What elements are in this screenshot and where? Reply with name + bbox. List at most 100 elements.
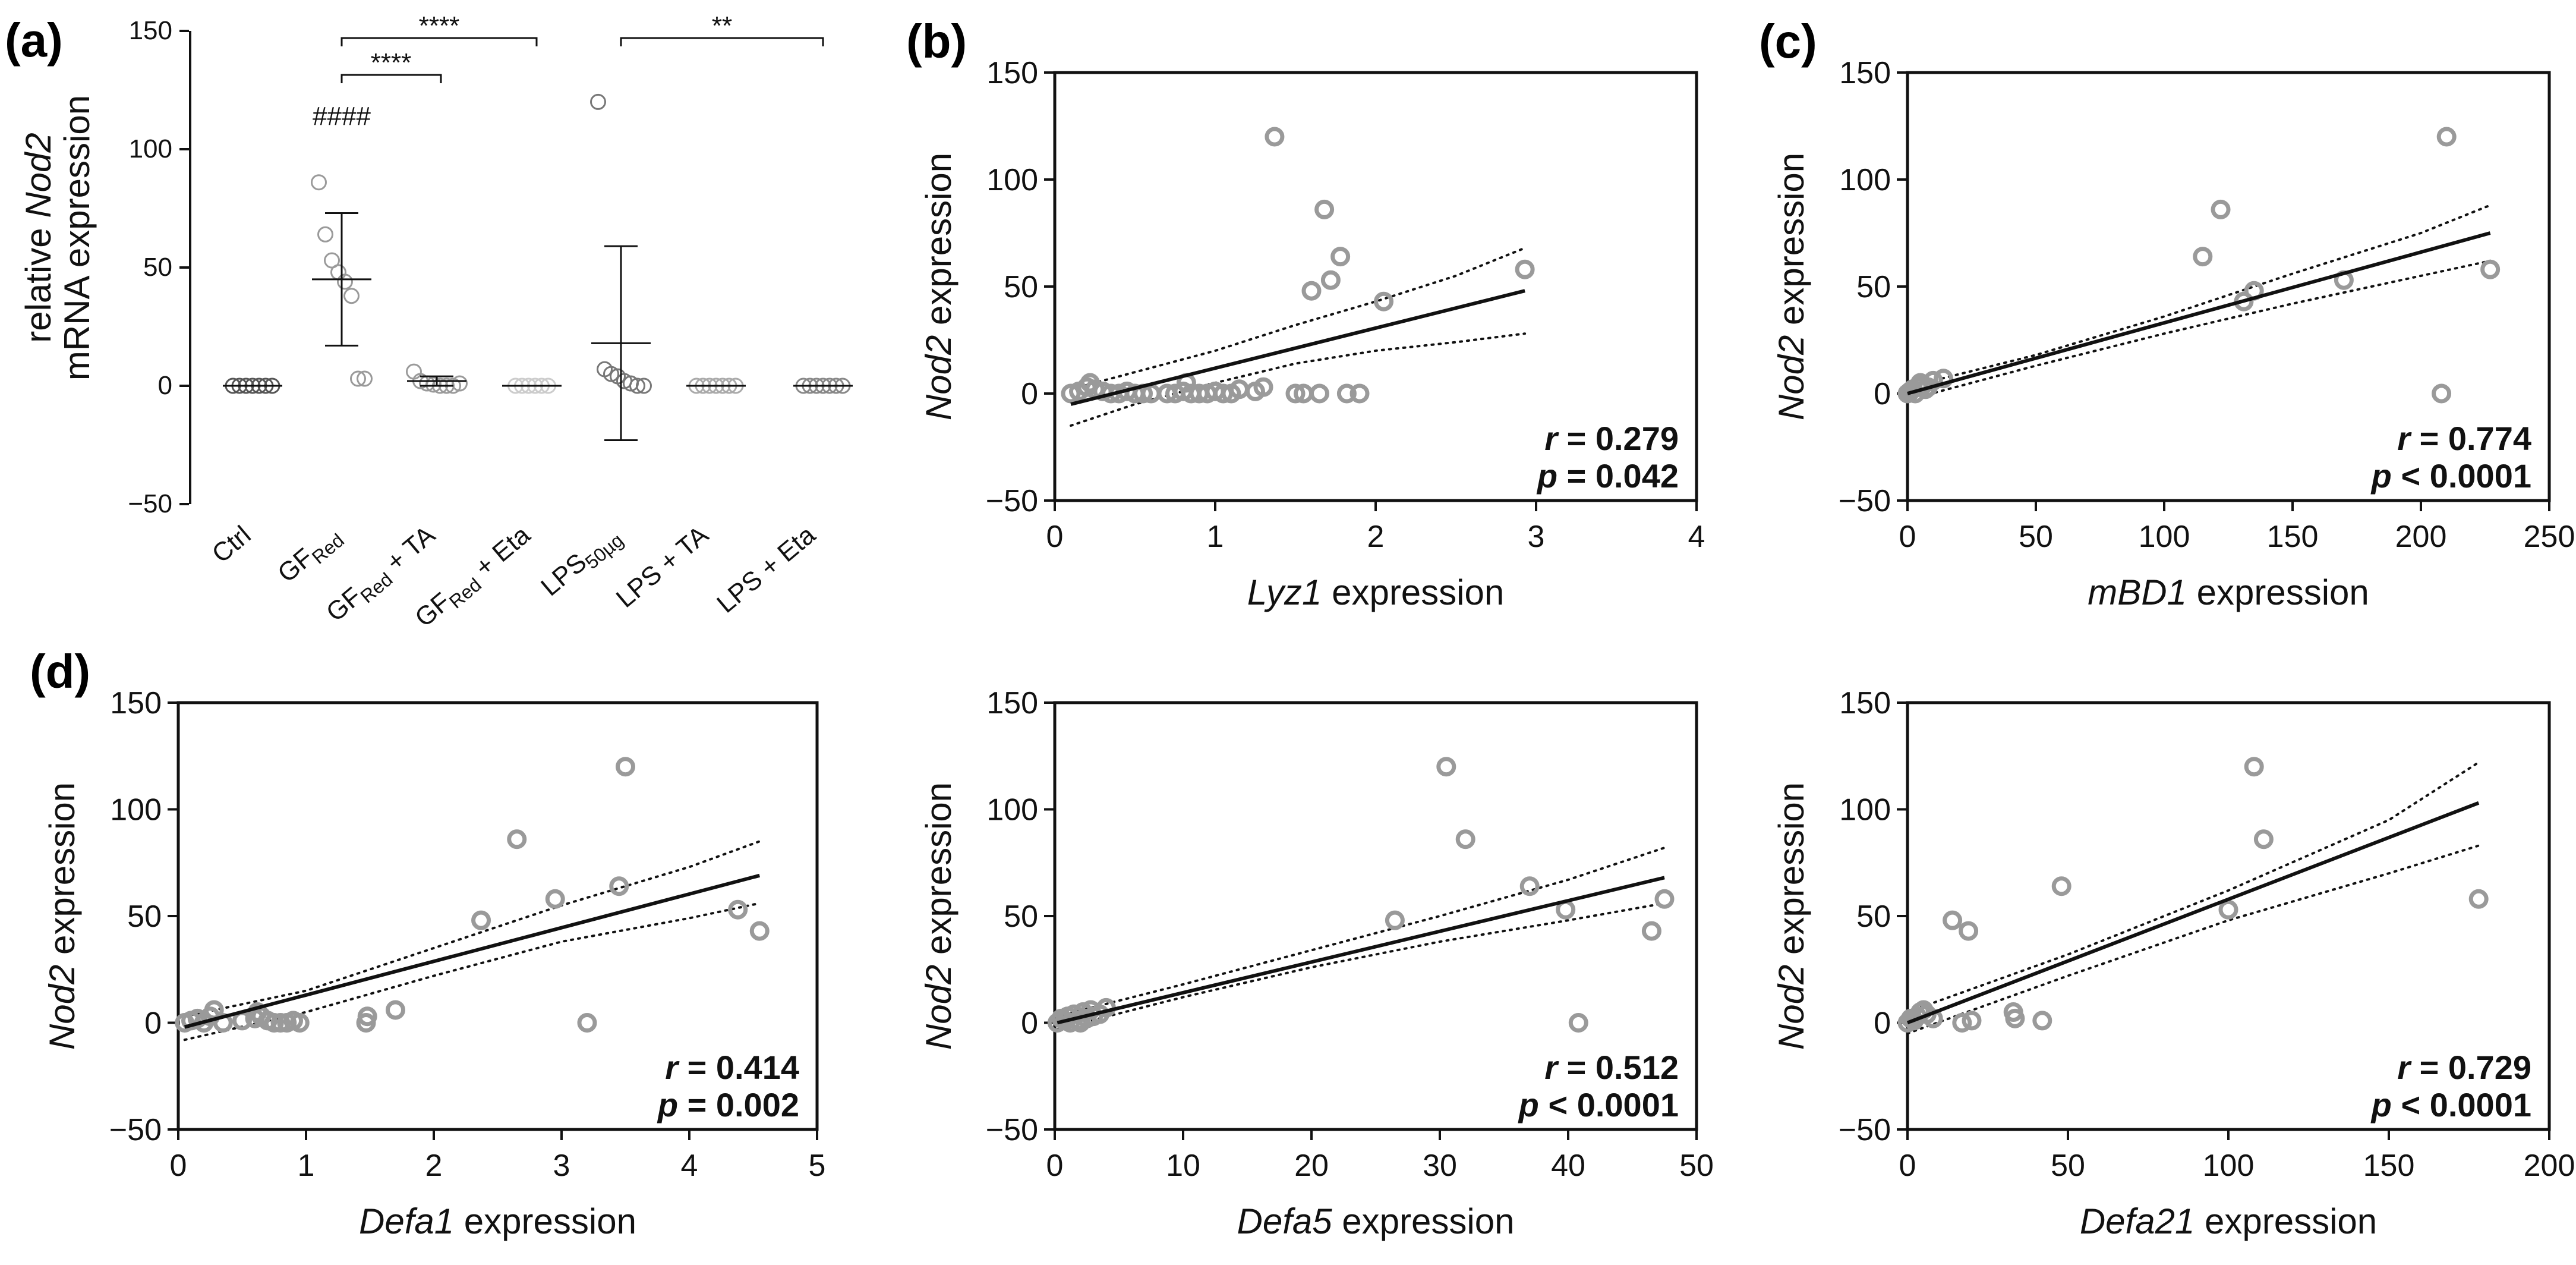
y-tick-label: −50 xyxy=(1839,1113,1891,1147)
data-point xyxy=(2253,829,2274,849)
x-tick-label: 0 xyxy=(1899,1148,1916,1183)
data-point xyxy=(425,376,442,393)
x-axis-label: Lyz1 expression xyxy=(1247,572,1504,612)
data-point xyxy=(2218,899,2238,920)
panel-a: (a) relative Nod2 mRNA expression 150 10… xyxy=(5,11,853,632)
data-point xyxy=(1943,910,1963,930)
data-point xyxy=(1330,247,1351,267)
stat-r: r = 0.774 xyxy=(2397,420,2531,457)
data-point xyxy=(1933,369,1953,389)
data-point xyxy=(1654,889,1675,909)
panel-a-ylabel-line2: mRNA expression xyxy=(57,95,97,380)
data-point xyxy=(2432,383,2452,404)
x-tick-label: 4 xyxy=(681,1148,698,1183)
sig-bracket xyxy=(620,37,824,46)
data-point xyxy=(1962,1011,1982,1031)
hash-label: #### xyxy=(313,102,371,131)
data-point xyxy=(1952,1013,1972,1033)
stat-r: r = 0.512 xyxy=(1544,1049,1679,1086)
sig-label: ** xyxy=(712,11,732,40)
data-point xyxy=(577,1013,597,1033)
ci-upper-band xyxy=(1906,761,2480,1014)
data-point xyxy=(1253,377,1273,397)
y-axis-label: Nod2 expression xyxy=(42,782,82,1050)
data-point xyxy=(1385,910,1405,930)
y-axis-label: Nod2 expression xyxy=(1771,153,1811,420)
y-tick-label: −50 xyxy=(109,1113,162,1147)
data-point xyxy=(357,370,373,387)
data-point xyxy=(264,1013,284,1033)
x-tick-label: 1 xyxy=(1207,520,1224,554)
y-tick-label: 0 xyxy=(1874,377,1891,411)
data-point xyxy=(1923,1008,1943,1028)
x-tick-label: 50 xyxy=(2051,1148,2085,1183)
y-tick-label: 50 xyxy=(1004,899,1038,934)
data-point xyxy=(2468,889,2489,909)
y-tick-label: −50 xyxy=(1839,484,1891,518)
data-point xyxy=(1336,383,1357,404)
x-tick-label: 0 xyxy=(1046,1148,1064,1183)
x-tick-label: 100 xyxy=(2139,520,2190,554)
data-point xyxy=(452,375,468,392)
y-tick-label: 100 xyxy=(986,793,1038,827)
x-axis-label: Defa21 expression xyxy=(2080,1201,2377,1241)
data-point xyxy=(2032,1011,2052,1031)
data-point xyxy=(1436,757,1456,777)
data-point xyxy=(1455,829,1475,849)
ci-upper-band xyxy=(1070,247,1527,391)
y-tick-label: 100 xyxy=(986,163,1038,197)
x-tick-label: 200 xyxy=(2524,1148,2575,1183)
data-point xyxy=(343,288,360,304)
regression-line xyxy=(1070,289,1525,406)
data-point xyxy=(1320,270,1341,290)
data-point xyxy=(616,757,635,777)
stat-r: r = 0.414 xyxy=(665,1049,799,1086)
y-tick-label: 100 xyxy=(1839,163,1891,197)
y-tick-label: 150 xyxy=(986,686,1038,720)
data-point xyxy=(1515,259,1535,279)
regression-line xyxy=(184,873,761,1029)
data-point xyxy=(1285,383,1306,404)
y-tick-label: 0 xyxy=(1021,377,1038,411)
ci-lower-band xyxy=(1070,332,1527,427)
y-tick-label: 150 xyxy=(1839,56,1891,90)
x-tick-label: 3 xyxy=(553,1148,570,1183)
group-label: GFRed xyxy=(272,520,348,591)
y-tick-label: 0 xyxy=(144,1006,162,1041)
data-point xyxy=(603,366,619,382)
y-tick-label: 100 xyxy=(1839,793,1891,827)
x-tick-label: 2 xyxy=(1367,520,1385,554)
data-point xyxy=(357,1006,377,1027)
ci-upper-band xyxy=(183,840,761,1018)
x-axis-label: Defa1 expression xyxy=(359,1201,636,1241)
x-tick-label: 100 xyxy=(2203,1148,2255,1183)
x-tick-label: 150 xyxy=(2363,1148,2415,1183)
data-point xyxy=(213,1013,233,1033)
data-point xyxy=(629,377,645,394)
y-tick-label: 50 xyxy=(127,899,162,934)
x-tick-label: 200 xyxy=(2395,520,2447,554)
data-point xyxy=(2211,199,2231,219)
y-tick-label: 100 xyxy=(110,793,162,827)
data-point xyxy=(350,370,366,387)
x-tick-label: 1 xyxy=(298,1148,315,1183)
y-tick-label: −50 xyxy=(986,1113,1038,1147)
group-label: Ctrl xyxy=(207,520,257,569)
data-point xyxy=(1310,383,1329,404)
data-point xyxy=(636,377,652,394)
data-point xyxy=(1959,921,1979,941)
x-tick-label: 2 xyxy=(425,1148,443,1183)
data-point xyxy=(311,174,327,191)
x-tick-label: 30 xyxy=(1423,1148,1457,1183)
data-point xyxy=(1265,127,1285,147)
x-axis-label: Defa5 expression xyxy=(1237,1201,1515,1241)
panel-a-ytick: 150 xyxy=(129,16,172,45)
data-point xyxy=(1314,199,1335,219)
stat-p: p = 0.042 xyxy=(1536,457,1679,495)
x-tick-label: 50 xyxy=(1679,1148,1714,1183)
data-point xyxy=(471,910,491,930)
y-axis-label: Nod2 expression xyxy=(919,153,958,420)
